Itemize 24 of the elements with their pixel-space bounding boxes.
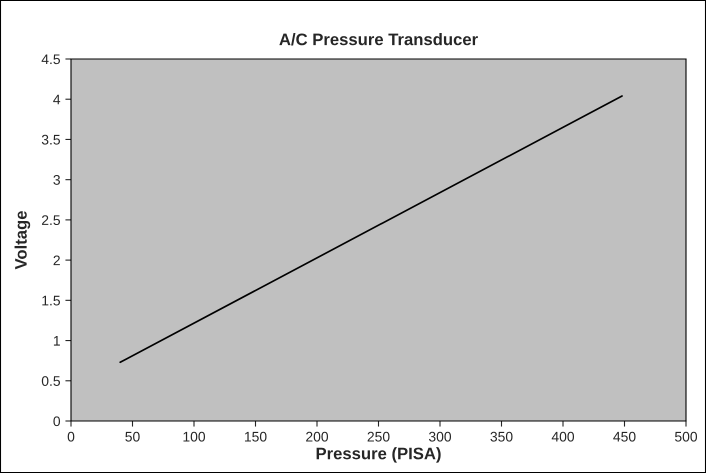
y-tick-label: 3: [53, 175, 60, 185]
x-tick-label: 300: [428, 432, 452, 442]
y-tick-label: 4: [53, 94, 60, 104]
x-tick-label: 100: [183, 432, 206, 442]
y-tick-label: 0.5: [42, 376, 60, 386]
y-axis-title: Voltage: [14, 211, 30, 270]
x-tick-label: 250: [368, 432, 390, 442]
y-tick-label: 4.5: [42, 54, 60, 64]
x-tick-label: 200: [306, 432, 328, 442]
x-tick-label: 400: [552, 432, 574, 442]
x-tick-label: 150: [244, 432, 267, 442]
x-tick-label: 450: [613, 432, 636, 442]
y-tick-label: 0: [53, 416, 60, 426]
x-axis-title: Pressure (PISA): [316, 447, 441, 463]
x-tick-label: 50: [125, 432, 140, 442]
y-tick-label: 2.5: [42, 215, 60, 226]
y-tick-label: 3.5: [42, 134, 60, 145]
x-tick-label: 0: [68, 432, 74, 442]
x-tick-label: 350: [490, 432, 513, 442]
y-tick-label: 1.5: [42, 296, 60, 306]
chart-title: A/C Pressure Transducer: [279, 33, 478, 46]
y-tick-label: 2: [54, 255, 60, 266]
x-tick-label: 500: [674, 432, 698, 442]
y-tick-label: 1: [54, 336, 60, 346]
